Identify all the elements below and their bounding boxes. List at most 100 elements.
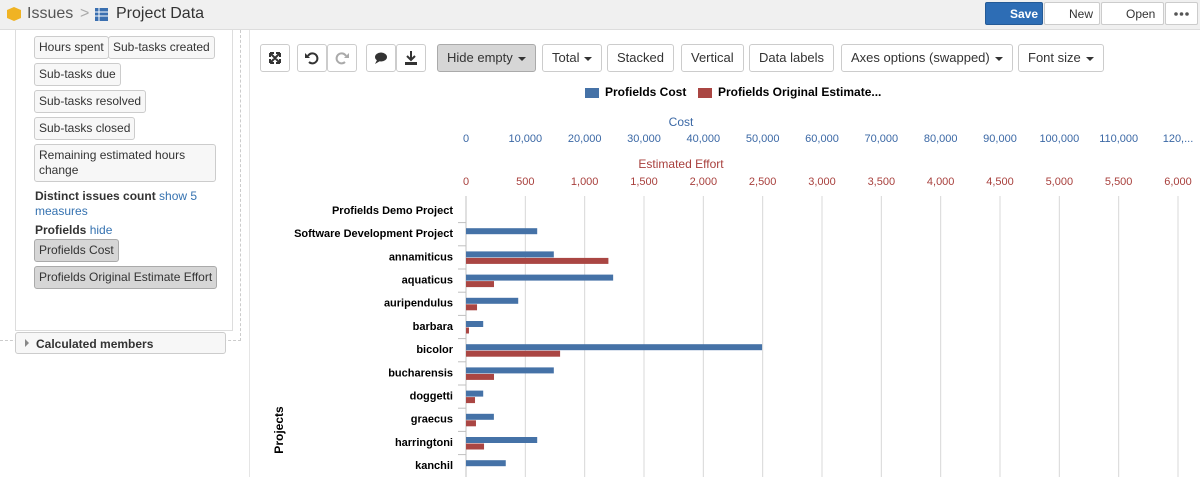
sidebar: Hours spent Sub-tasks created Sub-tasks … <box>0 30 241 354</box>
y-axis-title: Projects <box>272 406 286 454</box>
measure[interactable]: Sub-tasks due <box>34 63 121 86</box>
bar <box>466 257 609 264</box>
y-tick-label: kanchil <box>415 460 453 472</box>
toolbar-button[interactable]: Data labels <box>749 44 835 72</box>
bar <box>466 344 763 351</box>
bar <box>466 304 478 311</box>
x-tick-label: 80,000 <box>924 133 958 145</box>
more-button[interactable] <box>1165 2 1198 25</box>
x-tick-label: 20,000 <box>568 133 602 145</box>
arrow <box>25 339 29 347</box>
table-icon <box>95 8 108 21</box>
save-button[interactable]: Save <box>985 2 1043 25</box>
x-tick-label: 50,000 <box>746 133 780 145</box>
x2-tick-label: 6,000 <box>1164 176 1192 188</box>
link[interactable]: show 5 measures <box>35 189 198 218</box>
breadcrumb[interactable]: Issues <box>27 5 74 22</box>
calculated-members[interactable]: Calculated members <box>15 332 226 354</box>
x-tick-label: 40,000 <box>687 133 721 145</box>
x2-tick-label: 1,500 <box>630 176 658 188</box>
legend-swatch <box>585 88 599 98</box>
bar <box>466 274 614 281</box>
legend-label: Profields Cost <box>605 85 686 99</box>
separator: > <box>80 5 90 22</box>
link[interactable]: hide <box>89 223 113 237</box>
x2-tick-label: 4,500 <box>986 176 1014 188</box>
open-button[interactable]: Open <box>1101 2 1164 25</box>
bar <box>466 460 506 467</box>
bar <box>466 443 485 450</box>
breadcrumb: Project Data <box>116 5 205 22</box>
measure[interactable]: Remaining estimated hours change <box>34 144 216 182</box>
x-tick-label: 70,000 <box>865 133 899 145</box>
x2-tick-label: 5,000 <box>1046 176 1074 188</box>
measure[interactable]: Sub-tasks created <box>108 36 215 59</box>
undo-button[interactable] <box>297 44 327 72</box>
y-tick-label: harringtoni <box>395 437 453 449</box>
measure[interactable]: Profields Cost <box>34 239 119 262</box>
panel <box>15 30 233 331</box>
label: Hide empty <box>447 50 513 65</box>
x2-tick-label: 5,500 <box>1105 176 1133 188</box>
label: Total <box>552 50 580 65</box>
label: Stacked <box>617 50 664 65</box>
x-tick-label: 90,000 <box>983 133 1017 145</box>
x2-tick-label: 2,000 <box>690 176 718 188</box>
y-tick-label: aquaticus <box>402 275 453 287</box>
toolbar-button[interactable]: Total <box>542 44 603 72</box>
measure[interactable]: Sub-tasks resolved <box>34 90 147 113</box>
chart: Profields Cost Profields Original Estimat… <box>272 85 1194 477</box>
measure[interactable]: Profields Original Estimate Effort <box>34 266 218 289</box>
section: Profields hide <box>35 223 112 237</box>
download-button[interactable] <box>396 44 426 72</box>
bar <box>466 413 494 420</box>
y-tick-label: annamiticus <box>389 251 453 263</box>
x-tick-label: 0 <box>463 133 469 145</box>
x-tick-label: 120,... <box>1163 133 1194 145</box>
label: Save <box>1010 7 1039 21</box>
label: Data labels <box>759 50 825 65</box>
bar <box>466 350 561 357</box>
measure[interactable]: Hours spent <box>34 36 109 59</box>
label: Open <box>1126 7 1156 21</box>
x2-axis-title: Estimated Effort <box>638 157 724 171</box>
y-tick-label: Software Development Project <box>294 228 453 240</box>
toolbar-button[interactable]: Axes options (swapped) <box>841 44 1013 72</box>
toolbar-button[interactable]: Font size <box>1018 44 1104 72</box>
bar <box>466 397 476 404</box>
redo-button[interactable] <box>327 44 357 72</box>
comment-button[interactable] <box>366 44 396 72</box>
bar <box>466 367 554 374</box>
bar <box>466 437 538 443</box>
y-tick-label: bucharensis <box>388 367 453 379</box>
fullscreen-button[interactable] <box>260 44 290 72</box>
toolbar-button[interactable]: Vertical <box>681 44 744 72</box>
bar <box>466 390 484 397</box>
label: Calculated members <box>36 337 154 351</box>
y-tick-label: bicolor <box>416 344 453 356</box>
dots <box>1174 12 1189 16</box>
new-button[interactable]: New <box>1044 2 1100 25</box>
label: New <box>1069 7 1094 21</box>
x-tick-label: 110,000 <box>1099 133 1138 145</box>
y-tick-label: barbara <box>413 321 454 333</box>
x-axis-title: Cost <box>669 115 694 129</box>
x2-tick-label: 500 <box>516 176 534 188</box>
icon <box>305 52 319 65</box>
x-tick-label: 10,000 <box>509 133 543 145</box>
bar <box>466 228 538 235</box>
measure[interactable]: Sub-tasks closed <box>34 117 136 140</box>
section-title: Distinct issues count <box>35 189 156 203</box>
x2-tick-label: 2,500 <box>749 176 777 188</box>
toolbar-button[interactable]: Hide empty <box>437 44 536 72</box>
y-tick-label: Profields Demo Project <box>332 205 453 217</box>
legend-swatch <box>698 88 712 98</box>
x-tick-label: 30,000 <box>627 133 661 145</box>
label: Font size <box>1028 50 1081 65</box>
x2-tick-label: 3,500 <box>868 176 896 188</box>
label: Axes options (swapped) <box>851 50 990 65</box>
toolbar-button[interactable]: Stacked <box>607 44 674 72</box>
x2-tick-label: 4,000 <box>927 176 955 188</box>
x-tick-label: 100,000 <box>1039 133 1079 145</box>
